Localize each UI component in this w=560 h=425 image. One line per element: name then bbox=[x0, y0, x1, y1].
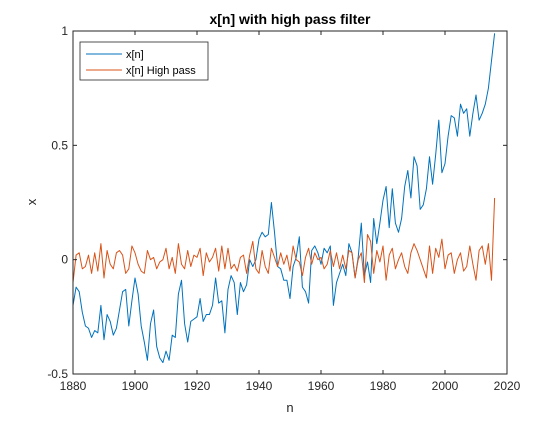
x-tick-label: 1980 bbox=[370, 379, 397, 393]
y-tick-label: -0.5 bbox=[47, 367, 68, 381]
y-tick-label: 0 bbox=[61, 253, 68, 267]
y-tick-label: 0.5 bbox=[51, 138, 68, 152]
legend: x[n] x[n] High pass bbox=[79, 41, 209, 81]
x-tick-label: 1960 bbox=[308, 379, 335, 393]
x-tick-label: 1920 bbox=[184, 379, 211, 393]
series-line-high-pass bbox=[73, 197, 496, 284]
series-layer bbox=[73, 33, 496, 364]
tick-layer: 1880 1900 1920 1940 1960 1980 2000 2020 -0.5 0 0.5… bbox=[47, 24, 520, 393]
plot-area bbox=[73, 31, 507, 374]
x-tick-label: 2020 bbox=[494, 379, 521, 393]
series-line-x-n bbox=[73, 33, 496, 364]
x-tick-label: 2000 bbox=[432, 379, 459, 393]
y-tick-label: 1 bbox=[61, 24, 68, 38]
x-tick-label: 1880 bbox=[60, 379, 87, 393]
legend-label-x-n: x[n] bbox=[126, 49, 144, 61]
y-axis-label: x bbox=[24, 198, 39, 205]
chart-title: x[n] with high pass filter bbox=[209, 11, 371, 27]
legend-label-high-pass: x[n] High pass bbox=[126, 65, 196, 77]
x-tick-label: 1940 bbox=[246, 379, 273, 393]
x-axis-label: n bbox=[286, 400, 293, 415]
axes-box bbox=[72, 30, 508, 375]
x-tick-label: 1900 bbox=[122, 379, 149, 393]
legend-box bbox=[79, 41, 209, 81]
